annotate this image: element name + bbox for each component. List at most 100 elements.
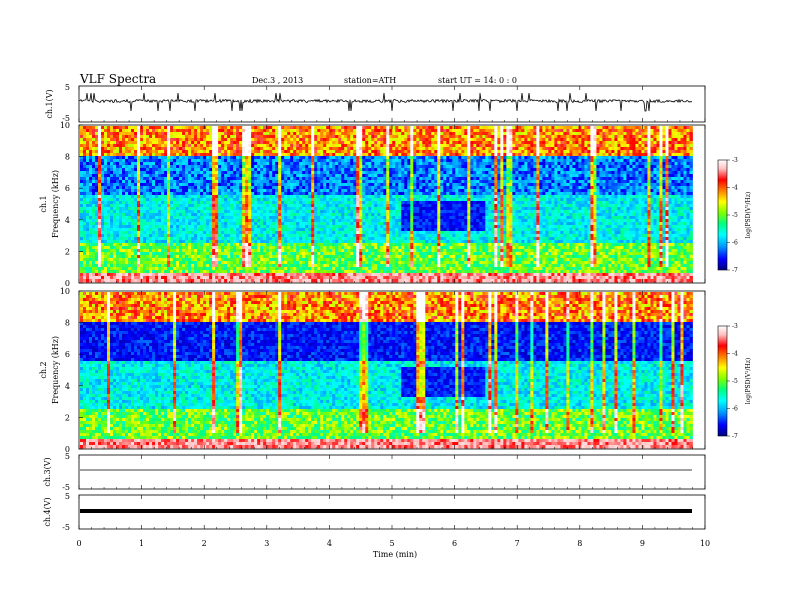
spectrogram-cell: [509, 165, 513, 169]
spectrogram-cell: [524, 144, 528, 148]
spectrogram-cell: [149, 174, 153, 178]
spectrogram-cell: [440, 195, 444, 199]
spectrogram-cell: [533, 153, 537, 157]
spectrogram-cell: [428, 192, 432, 196]
spectrogram-cell: [368, 141, 372, 145]
spectrogram-cell: [620, 126, 624, 130]
spectrogram-cell: [467, 180, 471, 184]
spectrogram-cell: [89, 171, 93, 175]
spectrogram-cell: [650, 174, 654, 178]
spectrogram-cell: [455, 126, 459, 130]
spectrogram-cell: [158, 174, 162, 178]
spectrogram-cell: [377, 132, 381, 136]
spectrogram-cell: [278, 132, 282, 136]
spectrogram-cell: [638, 174, 642, 178]
spectrogram-cell: [431, 126, 435, 130]
spectrogram-cell: [89, 132, 93, 136]
spectrogram-cell: [110, 138, 114, 142]
spectrogram-cell: [461, 138, 465, 142]
spectrogram-cell: [152, 192, 156, 196]
spectrogram-cell: [314, 153, 318, 157]
spectrogram-cell: [116, 138, 120, 142]
spectrogram-cell: [668, 159, 672, 163]
spectrogram-cell: [383, 180, 387, 184]
spectrogram-cell: [656, 180, 660, 184]
spectrogram-cell: [209, 150, 213, 154]
spectrogram-cell: [239, 171, 243, 175]
spectrogram-cell: [314, 147, 318, 151]
spectrogram-cell: [362, 135, 366, 139]
spectrogram-cell: [512, 180, 516, 184]
spectrogram-cell: [206, 174, 210, 178]
spectrogram-cell: [293, 141, 297, 145]
spectrogram-cell: [395, 180, 399, 184]
spectrogram-cell: [197, 141, 201, 145]
spectrogram-cell: [467, 165, 471, 169]
spectrogram-cell: [239, 147, 243, 151]
spectrogram-cell: [611, 180, 615, 184]
spectrogram-cell: [398, 168, 402, 172]
spectrogram-cell: [566, 174, 570, 178]
spectrogram-cell: [209, 147, 213, 151]
spectrogram-cell: [626, 159, 630, 163]
spectrogram-cell: [284, 132, 288, 136]
spectrogram-cell: [473, 156, 477, 160]
spectrogram-cell: [533, 165, 537, 169]
spectrogram-cell: [161, 126, 165, 130]
spectrogram-cell: [593, 177, 597, 181]
spectrogram-cell: [656, 129, 660, 133]
spectrogram-cell: [521, 186, 525, 190]
spectrogram-cell: [269, 171, 273, 175]
spectrogram-cell: [392, 153, 396, 157]
spectrogram-cell: [617, 126, 621, 130]
spectrogram-cell: [485, 171, 489, 175]
spectrogram-cell: [380, 177, 384, 181]
spectrogram-cell: [560, 189, 564, 193]
spectrogram-cell: [578, 156, 582, 160]
spectrogram-cell: [134, 183, 138, 187]
spectrogram-cell: [257, 186, 261, 190]
spectrogram-cell: [572, 195, 576, 199]
spectrogram-cell: [515, 174, 519, 178]
spectrogram-cell: [200, 153, 204, 157]
spectrogram-cell: [680, 183, 684, 187]
spectrogram-cell: [497, 147, 501, 151]
spectrogram-cell: [242, 129, 246, 133]
spectrogram-cell: [389, 174, 393, 178]
spectrogram-cell: [599, 138, 603, 142]
spectrogram-cell: [116, 150, 120, 154]
spectrogram-cell: [452, 135, 456, 139]
spectrogram-cell: [467, 159, 471, 163]
spectrogram-cell: [512, 138, 516, 142]
spectrogram-cell: [143, 162, 147, 166]
spectrogram-cell: [626, 147, 630, 151]
spectrogram-cell: [602, 186, 606, 190]
spectrogram-cell: [689, 156, 693, 160]
spectrogram-cell: [656, 165, 660, 169]
spectrogram-cell: [191, 189, 195, 193]
spectrogram-cell: [191, 156, 195, 160]
spectrogram-cell: [599, 171, 603, 175]
spectrogram-cell: [644, 135, 648, 139]
spectrogram-cell: [608, 141, 612, 145]
spectrogram-cell: [623, 183, 627, 187]
spectrogram-cell: [164, 141, 168, 145]
spectrogram-cell: [665, 132, 669, 136]
spectrogram-cell: [290, 165, 294, 169]
spectrogram-cell: [674, 156, 678, 160]
spectrogram-cell: [272, 177, 276, 181]
spectrogram-cell: [617, 153, 621, 157]
spectrogram-cell: [275, 156, 279, 160]
spectrogram-cell: [278, 141, 282, 145]
spectrogram-cell: [194, 171, 198, 175]
spectrogram-cell: [611, 171, 615, 175]
spectrogram-cell: [569, 183, 573, 187]
spectrogram-cell: [488, 126, 492, 130]
spectrogram-cell: [596, 129, 600, 133]
spectrogram-cell: [485, 180, 489, 184]
spectrogram-cell: [443, 150, 447, 154]
spectrogram-cell: [266, 147, 270, 151]
spectrogram-cell: [323, 159, 327, 163]
spectrogram-cell: [251, 141, 255, 145]
spectrogram-cell: [392, 168, 396, 172]
